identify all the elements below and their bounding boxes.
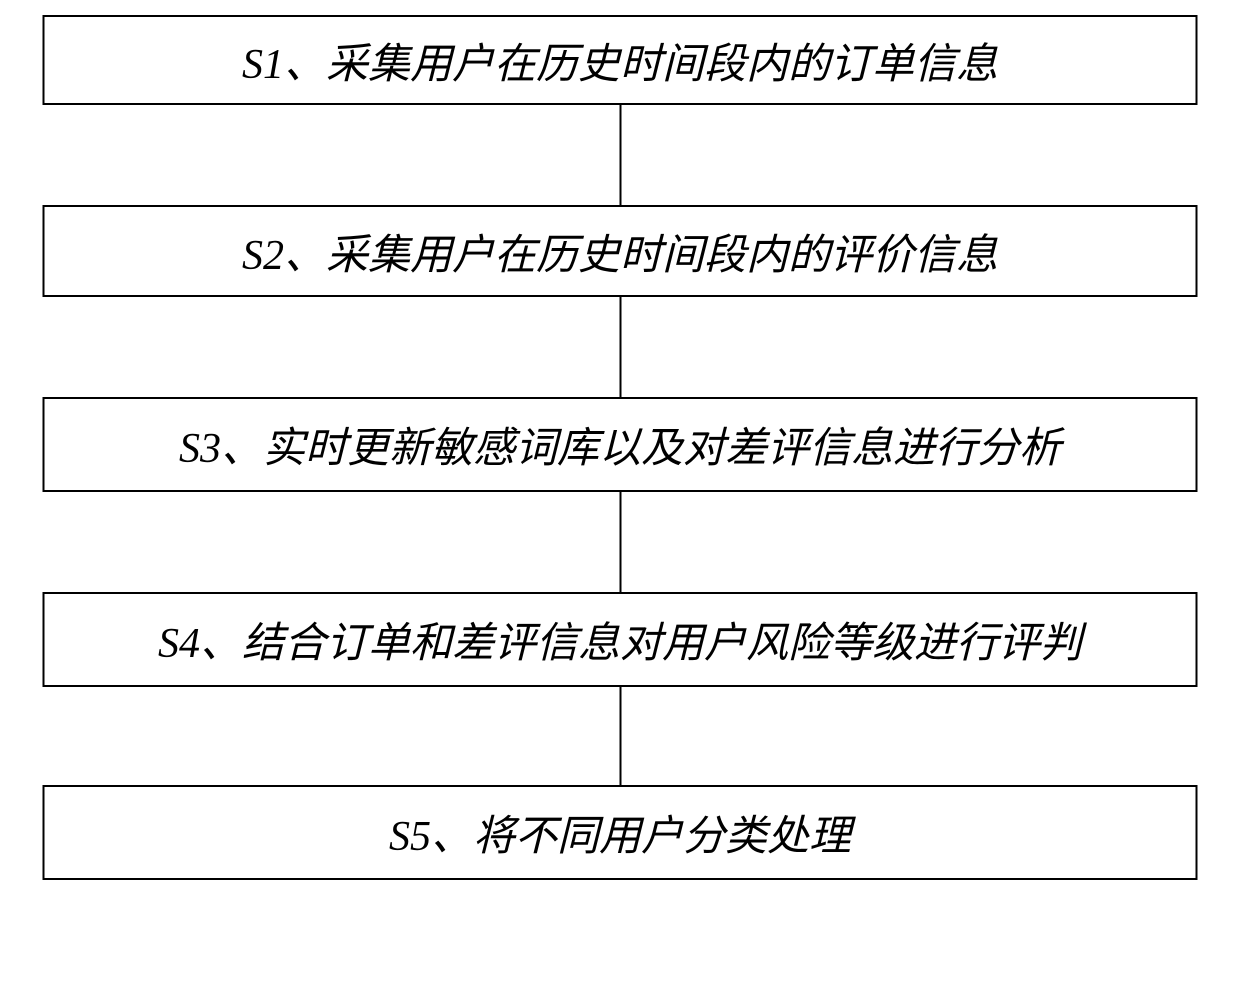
step-s1-box: S1、采集用户在历史时间段内的订单信息 xyxy=(43,15,1198,105)
connector-s2-s3 xyxy=(619,297,621,397)
step-s4-label: S4、结合订单和差评信息对用户风险等级进行评判 xyxy=(158,609,1082,670)
connector-s4-s5 xyxy=(619,687,621,785)
step-s3-box: S3、实时更新敏感词库以及对差评信息进行分析 xyxy=(43,397,1198,492)
step-s5-box: S5、将不同用户分类处理 xyxy=(43,785,1198,880)
step-s2-box: S2、采集用户在历史时间段内的评价信息 xyxy=(43,205,1198,297)
step-s2-label: S2、采集用户在历史时间段内的评价信息 xyxy=(242,221,998,282)
connector-s3-s4 xyxy=(619,492,621,592)
step-s4-box: S4、结合订单和差评信息对用户风险等级进行评判 xyxy=(43,592,1198,687)
flowchart-container: S1、采集用户在历史时间段内的订单信息 S2、采集用户在历史时间段内的评价信息 … xyxy=(43,15,1198,880)
step-s3-label: S3、实时更新敏感词库以及对差评信息进行分析 xyxy=(179,414,1061,475)
connector-s1-s2 xyxy=(619,105,621,205)
step-s5-label: S5、将不同用户分类处理 xyxy=(389,802,851,863)
step-s1-label: S1、采集用户在历史时间段内的订单信息 xyxy=(242,30,998,91)
